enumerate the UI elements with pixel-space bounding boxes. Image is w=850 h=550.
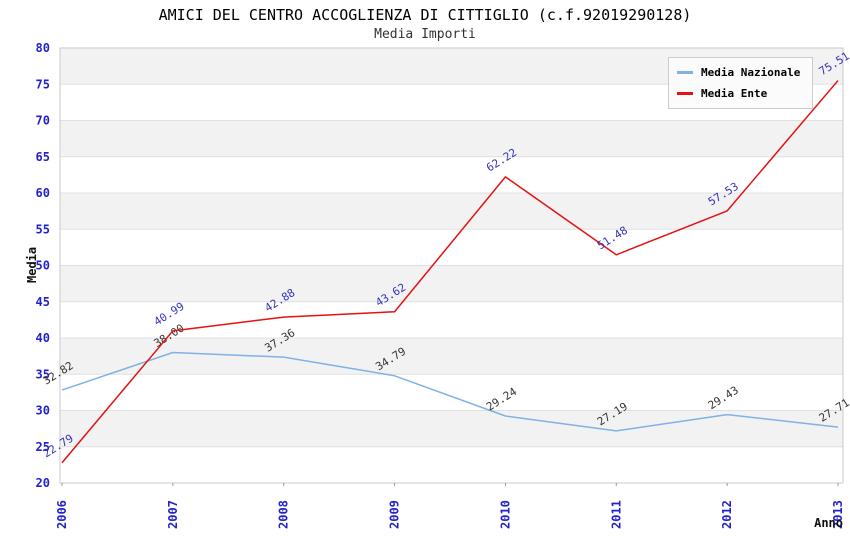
chart-title: AMICI DEL CENTRO ACCOGLIENZA DI CITTIGLI… xyxy=(158,6,692,24)
x-axis-title: Anno xyxy=(814,516,843,530)
x-tick-label: 2007 xyxy=(166,500,180,529)
plot-border xyxy=(59,47,844,484)
y-axis-title: Media xyxy=(25,247,39,283)
legend-label-media-ente: Media Ente xyxy=(701,87,768,100)
legend-item-media-nazionale: Media Nazionale xyxy=(677,62,804,83)
plot-band xyxy=(60,301,843,338)
y-tick-label: 65 xyxy=(36,150,50,164)
plot-band xyxy=(60,229,843,266)
chart-subtitle: Media Importi xyxy=(374,27,476,42)
y-tick-label: 70 xyxy=(36,114,50,128)
y-tick-label: 20 xyxy=(36,476,50,490)
plot-band xyxy=(60,265,843,302)
y-tick-label: 80 xyxy=(36,41,50,55)
plot-band xyxy=(60,120,843,157)
x-tick-label: 2009 xyxy=(388,500,402,529)
x-tick-label: 2008 xyxy=(277,500,291,529)
series-line-media-ente xyxy=(61,80,839,464)
x-tick-label: 2006 xyxy=(55,500,69,529)
series-line-media-nazionale xyxy=(61,351,839,432)
plot-band xyxy=(60,156,843,193)
plot-band xyxy=(60,374,843,411)
plot-band xyxy=(60,338,843,375)
y-tick-label: 25 xyxy=(36,440,50,454)
y-tick-label: 35 xyxy=(36,367,50,381)
x-tick-label: 2011 xyxy=(609,500,623,529)
plot-band xyxy=(60,446,843,483)
x-tick-label: 2013 xyxy=(831,500,845,529)
y-tick-label: 60 xyxy=(36,186,50,200)
media-nazionale-line-swatch xyxy=(677,71,693,74)
y-tick-label: 55 xyxy=(36,222,50,236)
y-tick-label: 50 xyxy=(36,259,50,273)
plot-band xyxy=(60,193,843,230)
y-tick-label: 75 xyxy=(36,77,50,91)
media-ente-line-swatch xyxy=(677,92,693,95)
plot-band xyxy=(60,410,843,447)
x-tick-label: 2012 xyxy=(720,500,734,529)
y-tick-label: 45 xyxy=(36,295,50,309)
x-tick-label: 2010 xyxy=(498,500,512,529)
y-tick-label: 30 xyxy=(36,404,50,418)
y-tick-label: 40 xyxy=(36,331,50,345)
legend-label-media-nazionale: Media Nazionale xyxy=(701,66,801,79)
chart-legend: Media Nazionale Media Ente xyxy=(668,57,813,109)
legend-item-media-ente: Media Ente xyxy=(677,83,804,104)
